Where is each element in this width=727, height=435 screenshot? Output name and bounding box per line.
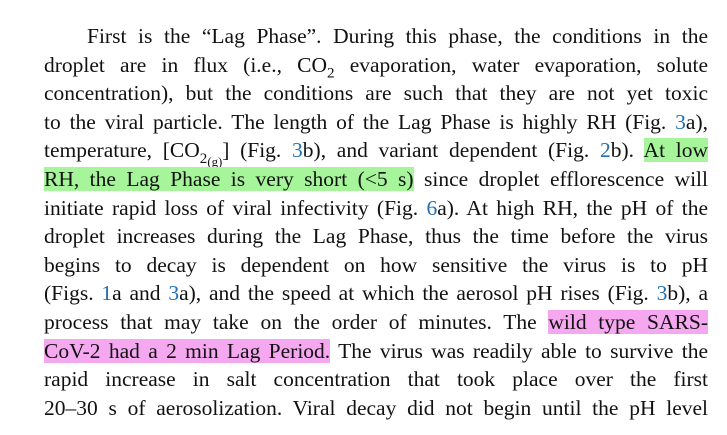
text-line: First is the “Lag Phase”. During this ph…	[44, 22, 708, 51]
text-span: b).	[610, 138, 644, 163]
text-line: CoV-2 had a 2 min Lag Period. The virus …	[44, 337, 708, 366]
text-line: to the viral particle. The length of the…	[44, 108, 708, 137]
text-span: droplet are in flux (i.e., CO	[44, 52, 327, 77]
text-span: concentration), but the conditions are s…	[44, 81, 708, 106]
text-line: droplet are in flux (i.e., CO2 evaporati…	[44, 51, 709, 81]
text-span: b), a	[667, 281, 708, 306]
subscript: 2(g)	[199, 150, 223, 169]
text-span: begins to decay is dependent on how sens…	[44, 252, 708, 277]
text-line: 20–30 s of aerosolization. Viral decay d…	[44, 394, 708, 423]
pink-highlight: CoV-2 had a 2 min Lag Period.	[44, 338, 331, 363]
figure-reference-link[interactable]: 2	[599, 138, 611, 163]
text-span: rapid increase in salt concentration tha…	[44, 367, 708, 392]
figure-reference-link[interactable]: 3	[675, 109, 686, 134]
text-line: begins to decay is dependent on how sens…	[44, 251, 708, 280]
text-line: droplet increases during the Lag Phase, …	[44, 222, 708, 251]
text-line: concentration), but the conditions are s…	[44, 79, 708, 108]
text-span: a and	[112, 281, 169, 306]
body-paragraph: First is the “Lag Phase”. During this ph…	[44, 22, 709, 423]
text-span: First is the “Lag Phase”. During this ph…	[87, 24, 708, 48]
figure-reference-link[interactable]: 3	[656, 281, 668, 306]
text-span: temperature, [CO	[44, 138, 200, 163]
text-span: a),	[685, 109, 708, 134]
figure-reference-link[interactable]: 1	[101, 281, 113, 306]
text-line: process that may take on the order of mi…	[44, 308, 708, 337]
text-span: (Figs.	[44, 281, 102, 306]
text-span: droplet increases during the Lag Phase, …	[44, 224, 708, 249]
text-span: ] (Fig.	[222, 138, 293, 163]
text-line: rapid increase in salt concentration tha…	[44, 365, 708, 394]
nested-subscript: (g)	[207, 154, 223, 169]
text-span: since droplet efflorescence will	[413, 166, 708, 191]
green-highlight: At low	[643, 138, 709, 163]
figure-reference-link[interactable]: 3	[292, 138, 303, 163]
text-span: 20–30 s of aerosolization. Viral decay d…	[44, 395, 708, 420]
text-line: initiate rapid loss of viral infectivity…	[44, 194, 708, 223]
text-span: initiate rapid loss of viral infectivity…	[44, 195, 427, 220]
subscript-text: 2	[199, 150, 208, 167]
green-highlight: RH, the Lag Phase is very short (<5 s)	[44, 166, 414, 191]
text-span: b), and variant dependent (Fig.	[302, 138, 600, 163]
text-span: a). At high RH, the pH of the	[437, 195, 708, 220]
text-span: evaporation, water evaporation, solute	[334, 52, 709, 77]
subscript: 2	[327, 64, 335, 81]
text-line: RH, the Lag Phase is very short (<5 s) s…	[44, 165, 708, 194]
figure-reference-link[interactable]: 6	[426, 195, 438, 220]
text-line: temperature, [CO2(g)] (Fig. 3b), and var…	[44, 136, 709, 169]
figure-reference-link[interactable]: 3	[168, 281, 180, 306]
text-span: process that may take on the order of mi…	[44, 309, 549, 334]
text-span: to the viral particle. The length of the…	[44, 109, 676, 134]
text-span: The virus was readily able to survive th…	[330, 338, 708, 363]
pink-highlight: wild type SARS-	[548, 309, 708, 334]
text-span: a), and the speed at which the aerosol p…	[179, 281, 657, 306]
text-line: (Figs. 1a and 3a), and the speed at whic…	[44, 279, 708, 308]
